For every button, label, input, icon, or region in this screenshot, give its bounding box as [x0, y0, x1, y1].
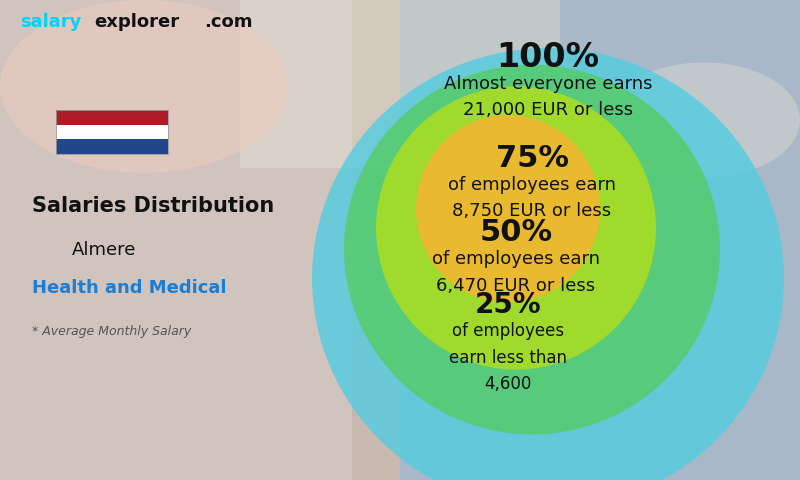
- Text: 100%: 100%: [497, 41, 599, 74]
- Bar: [240, 0, 560, 168]
- Ellipse shape: [344, 65, 720, 434]
- Text: of employees earn: of employees earn: [448, 176, 616, 194]
- Bar: [56, 110, 168, 125]
- Text: 8,750 EUR or less: 8,750 EUR or less: [453, 202, 611, 220]
- Text: 4,600: 4,600: [484, 375, 532, 393]
- Bar: [56, 110, 168, 154]
- Text: Health and Medical: Health and Medical: [32, 279, 226, 297]
- Text: Almere: Almere: [72, 240, 136, 259]
- Text: Almost everyone earns: Almost everyone earns: [444, 75, 652, 93]
- Text: of employees earn: of employees earn: [432, 250, 600, 268]
- Bar: [0, 0, 352, 480]
- Text: 21,000 EUR or less: 21,000 EUR or less: [463, 101, 633, 120]
- Bar: [400, 0, 800, 480]
- Text: Salaries Distribution: Salaries Distribution: [32, 196, 274, 216]
- Circle shape: [0, 0, 288, 173]
- Text: .com: .com: [204, 12, 253, 31]
- Ellipse shape: [376, 86, 656, 370]
- Text: 6,470 EUR or less: 6,470 EUR or less: [437, 276, 595, 295]
- Bar: [56, 139, 168, 154]
- Circle shape: [608, 62, 800, 178]
- Text: 75%: 75%: [495, 144, 569, 173]
- Ellipse shape: [416, 115, 600, 302]
- Text: of employees: of employees: [452, 322, 564, 340]
- Text: 50%: 50%: [479, 218, 553, 247]
- Text: * Average Monthly Salary: * Average Monthly Salary: [32, 324, 191, 338]
- Text: 25%: 25%: [474, 291, 542, 319]
- Text: salary: salary: [20, 12, 82, 31]
- Ellipse shape: [312, 48, 784, 480]
- Bar: [56, 125, 168, 139]
- Text: earn less than: earn less than: [449, 348, 567, 367]
- Text: explorer: explorer: [94, 12, 179, 31]
- Bar: [0, 0, 400, 480]
